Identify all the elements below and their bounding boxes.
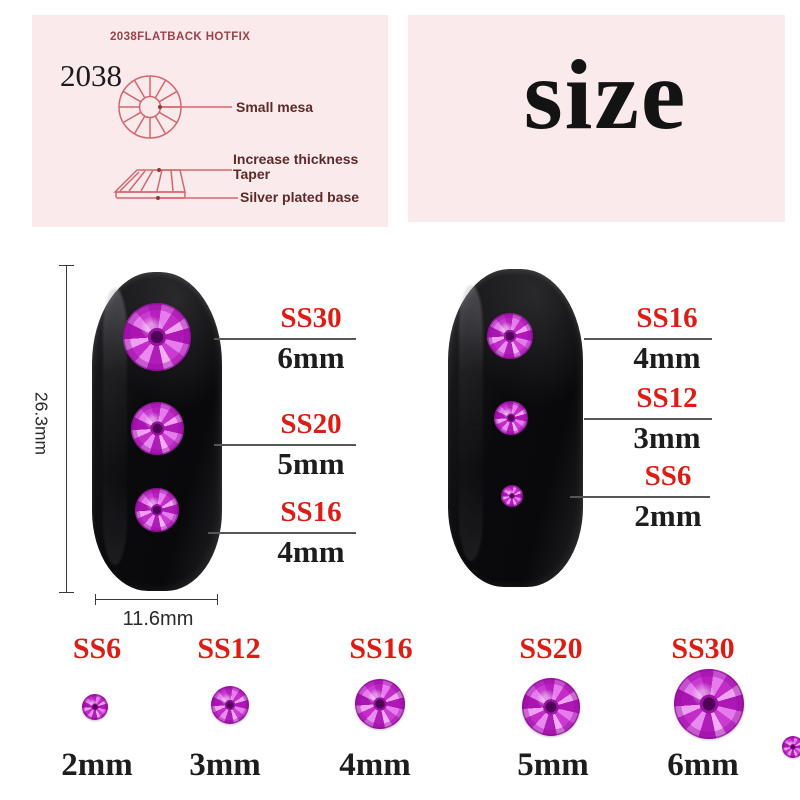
callout-mm-label: 2mm <box>634 497 702 533</box>
size-row-mm-label: 2mm <box>61 747 133 783</box>
callout-mm-label: 4mm <box>277 533 345 569</box>
callout-line <box>214 443 356 446</box>
callout-line <box>214 337 356 340</box>
dimension-tick <box>59 265 74 266</box>
size-row-ss-label: SS6 <box>72 632 122 665</box>
width-dimension-line <box>95 599 218 600</box>
size-row-mm-label: 4mm <box>339 747 411 783</box>
callout-ss20: SS20 5mm <box>214 408 356 481</box>
callout-ss12: SS12 3mm <box>584 382 712 455</box>
nail-height-label: 26.3mm <box>31 391 52 456</box>
callout-ss-label: SS16 <box>636 302 698 334</box>
diagram-label-increase-thickness: Increase thickness <box>233 151 359 167</box>
rhinestone-ss16 <box>135 488 179 532</box>
size-row-ss-label: SS12 <box>197 632 261 665</box>
callout-line <box>208 531 356 534</box>
rhinestone-diagram-icon <box>113 75 238 200</box>
callout-ss30: SS30 6mm <box>214 302 356 375</box>
dimension-tick <box>59 592 74 593</box>
callout-ss16: SS16 4mm <box>208 496 356 569</box>
rhinestone-ss30 <box>123 303 191 371</box>
height-dimension-line <box>66 265 67 592</box>
rhinestone-ss16 <box>487 313 533 359</box>
callout-mm-label: 3mm <box>633 419 701 455</box>
callout-line <box>584 337 712 340</box>
spec-panel-title: 2038FLATBACK HOTFIX <box>110 31 251 43</box>
rhinestone-ss30 <box>674 669 744 739</box>
callout-ss-label: SS20 <box>280 408 342 440</box>
size-heading: size <box>523 39 688 150</box>
callout-ss-label: SS16 <box>280 496 342 528</box>
callout-mm-label: 5mm <box>277 445 345 481</box>
callout-ss-label: SS12 <box>636 382 698 414</box>
callout-ss6: SS6 2mm <box>570 460 710 533</box>
size-row-mm-label: 3mm <box>189 747 261 783</box>
rhinestone-partial <box>782 736 800 758</box>
rhinestone-ss6 <box>501 485 523 507</box>
rhinestone-ss20 <box>522 678 580 736</box>
dimension-tick <box>217 594 218 605</box>
callout-line <box>584 417 712 420</box>
size-row-ss-label: SS30 <box>671 632 735 665</box>
size-panel: size <box>408 15 785 222</box>
diagram-label-small-mesa: Small mesa <box>236 99 314 115</box>
rhinestone-ss16 <box>355 679 405 729</box>
callout-line <box>570 495 710 498</box>
product-code: 2038 <box>60 58 122 93</box>
callout-mm-label: 6mm <box>277 339 345 375</box>
size-row-mm-label: 5mm <box>517 747 589 783</box>
callout-ss-label: SS30 <box>280 302 342 334</box>
size-row-mm-label: 6mm <box>667 747 739 783</box>
diagram-label-taper: Taper <box>233 166 271 182</box>
size-row-ss-label: SS20 <box>519 632 583 665</box>
dimension-tick <box>95 594 96 605</box>
rhinestone-ss12 <box>211 686 249 724</box>
rhinestone-ss12 <box>494 401 528 435</box>
callout-ss16: SS16 4mm <box>584 302 712 375</box>
spec-panel: 2038FLATBACK HOTFIX 2038 Small mesa Incr… <box>32 15 388 227</box>
callout-ss-label: SS6 <box>644 460 692 492</box>
size-row-ss-label: SS16 <box>349 632 413 665</box>
rhinestone-ss6 <box>82 694 108 720</box>
nail-width-label: 11.6mm <box>122 608 194 630</box>
callout-mm-label: 4mm <box>633 339 701 375</box>
diagram-label-silver-base: Silver plated base <box>240 189 360 205</box>
rhinestone-ss20 <box>131 402 184 455</box>
